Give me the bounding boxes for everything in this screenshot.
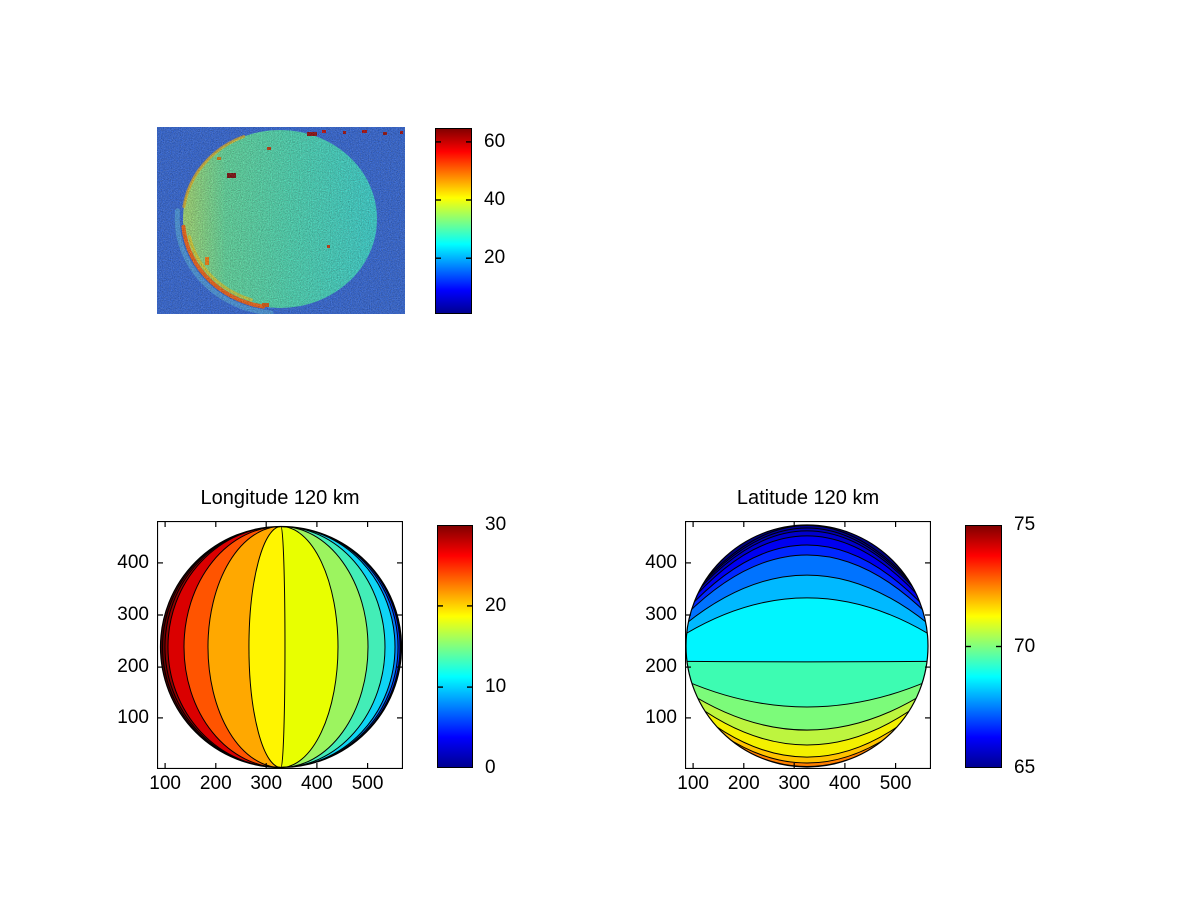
x-tick-label: 400 (301, 773, 333, 794)
colorbar-tick-label: 20 (484, 247, 506, 269)
latitude-contour-panel (685, 521, 931, 769)
colorbar-tick-label: 30 (485, 514, 507, 535)
latitude-yaxis-labels: 400 300 200 100 (623, 521, 677, 769)
raw-image-colorbar-labels: 60 40 20 (476, 128, 536, 314)
colorbar-tick-label: 60 (484, 130, 506, 152)
y-tick-label: 100 (117, 706, 149, 728)
x-tick-label: 400 (829, 773, 861, 794)
latitude-contour-plot (685, 521, 931, 769)
x-tick-label: 500 (879, 773, 912, 794)
y-tick-label: 400 (117, 551, 149, 573)
x-tick-label: 200 (199, 773, 232, 794)
latitude-plot-title: Latitude 120 km (736, 487, 880, 509)
colorbar-tick-label: 65 (1014, 757, 1036, 778)
colorbar (435, 128, 472, 314)
raw-image-colorbar (435, 128, 472, 314)
colorbar (437, 525, 473, 768)
longitude-contour-panel (157, 521, 403, 769)
x-tick-label: 500 (351, 773, 384, 794)
longitude-xaxis-labels: 100 200 300 400 500 (149, 773, 403, 799)
y-tick-label: 400 (645, 551, 677, 573)
x-tick-label: 300 (250, 773, 283, 794)
raw-image-panel (157, 127, 405, 314)
x-tick-label: 100 (677, 773, 709, 794)
longitude-plot-title: Longitude 120 km (200, 487, 360, 509)
colorbar-tick-label: 0 (485, 757, 496, 778)
colorbar (965, 525, 1002, 768)
raw-image-plot (157, 127, 405, 314)
latitude-colorbar (965, 525, 1002, 768)
colorbar-tick-label: 10 (485, 676, 507, 698)
x-tick-label: 100 (149, 773, 181, 794)
latitude-colorbar-labels: 75 70 65 (1006, 514, 1066, 778)
x-tick-label: 200 (727, 773, 760, 794)
y-tick-label: 300 (117, 603, 149, 625)
y-tick-label: 300 (645, 603, 677, 625)
colorbar-tick-label: 75 (1014, 514, 1036, 535)
latitude-xaxis-labels: 100 200 300 400 500 (677, 773, 931, 799)
colorbar-tick-label: 40 (484, 188, 506, 210)
colorbar-tick-label: 20 (485, 594, 507, 616)
y-tick-label: 200 (645, 656, 677, 678)
colorbar-tick-label: 70 (1014, 635, 1036, 657)
longitude-colorbar-labels: 30 20 10 0 (477, 514, 537, 778)
y-tick-label: 200 (117, 656, 149, 678)
longitude-contour-plot (157, 521, 403, 769)
longitude-colorbar (437, 525, 473, 768)
y-tick-label: 100 (645, 706, 677, 728)
longitude-yaxis-labels: 400 300 200 100 (95, 521, 149, 769)
x-tick-label: 300 (778, 773, 811, 794)
